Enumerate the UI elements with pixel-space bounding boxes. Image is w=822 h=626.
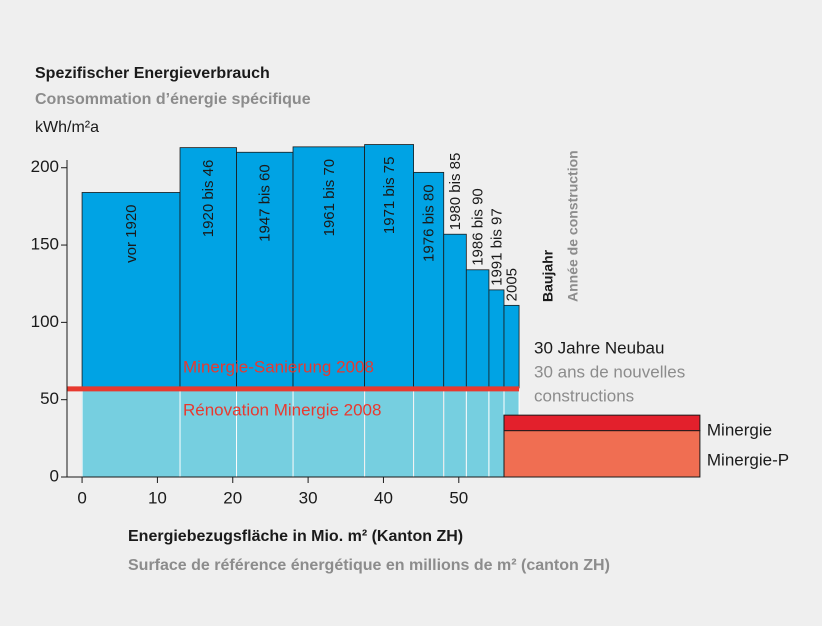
bar-base <box>413 388 445 478</box>
bar-label: 2005 <box>504 268 521 301</box>
y-tick-label: 100 <box>31 312 59 331</box>
x-tick-label: 40 <box>374 488 393 507</box>
new-build-title: 30 Jahre Neubau <box>534 338 664 357</box>
bar-label: 1961 bis 70 <box>321 159 338 237</box>
bar-base <box>488 388 505 478</box>
bar-label: 1976 bis 80 <box>421 184 438 262</box>
x-tick-label: 50 <box>449 488 468 507</box>
bar-label: 1947 bis 60 <box>257 164 274 242</box>
reference-label: Minergie-Sanierung 2008 <box>183 357 374 376</box>
bar-base <box>179 388 238 478</box>
bar-label: 1986 bis 90 <box>470 188 487 266</box>
y-unit: kWh/m²a <box>35 119 99 136</box>
bar-label: vor 1920 <box>123 204 140 262</box>
legend-label: Minergie <box>707 420 772 439</box>
new-build-segment <box>503 430 701 478</box>
bar-base <box>443 388 467 478</box>
chart-title: Spezifischer Energieverbrauch <box>35 65 270 82</box>
bar-label: 1980 bis 85 <box>447 153 464 231</box>
bar-base <box>465 388 490 478</box>
category-title: Baujahr <box>540 249 556 302</box>
bar-label: 1991 bis 97 <box>488 208 505 286</box>
x-tick-label: 20 <box>223 488 242 507</box>
y-tick-label: 0 <box>50 466 59 485</box>
legend-label: Minergie-P <box>707 450 789 469</box>
y-tick-label: 200 <box>31 157 59 176</box>
x-tick-label: 30 <box>299 488 318 507</box>
bar-label: 1920 bis 46 <box>200 160 217 238</box>
new-build-title-fr: constructions <box>534 386 634 405</box>
bar-base <box>81 388 181 478</box>
new-build-segment <box>503 414 701 432</box>
chart-subtitle: Consommation d’énergie spécifique <box>35 91 311 108</box>
bar-label: 1971 bis 75 <box>381 157 398 235</box>
category-title-fr: Année de construction <box>565 150 581 302</box>
y-tick-label: 50 <box>40 389 59 408</box>
x-tick-label: 10 <box>148 488 167 507</box>
y-tick-label: 150 <box>31 235 59 254</box>
x-axis-label: Energiebezugsfläche in Mio. m² (Kanton Z… <box>128 528 463 545</box>
bar-base <box>364 388 415 478</box>
bar-base <box>292 388 366 478</box>
x-tick-label: 0 <box>77 488 86 507</box>
reference-label: Rénovation Minergie 2008 <box>183 400 381 419</box>
new-build-title-fr: 30 ans de nouvelles <box>534 362 685 381</box>
x-axis-label-fr: Surface de référence énergétique en mill… <box>128 557 610 574</box>
